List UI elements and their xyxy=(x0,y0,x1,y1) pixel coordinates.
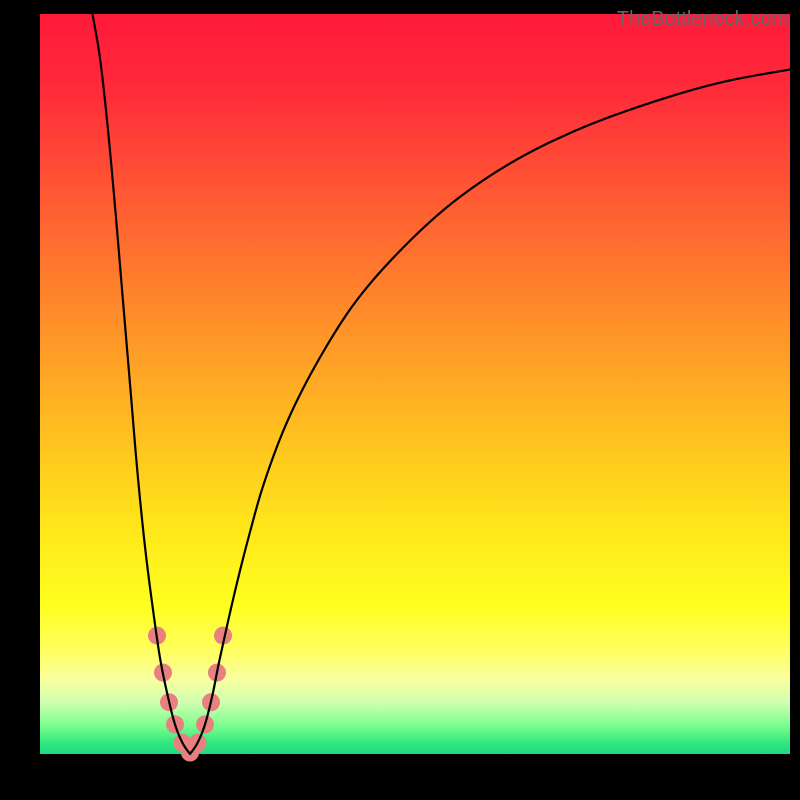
bottleneck-chart: TheBottleneck.com xyxy=(0,0,800,800)
watermark-text: TheBottleneck.com xyxy=(617,8,788,31)
chart-svg xyxy=(0,0,800,800)
